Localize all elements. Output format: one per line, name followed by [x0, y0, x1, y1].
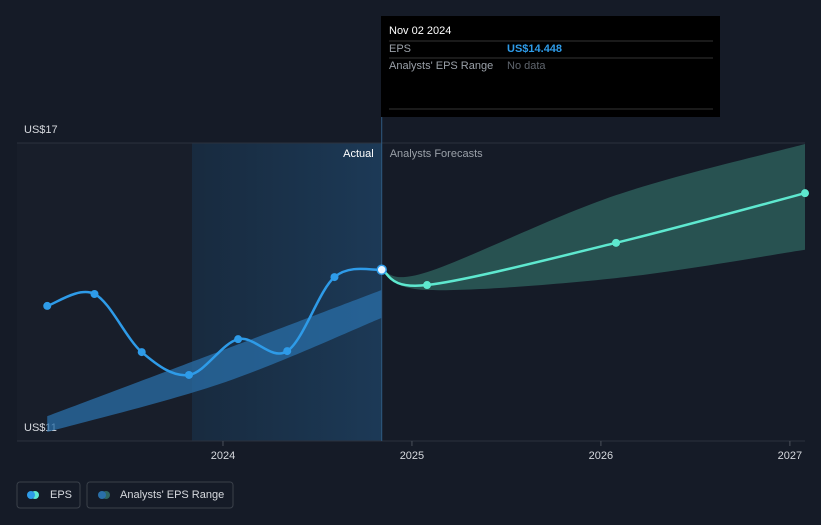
eps-forecast-line [381, 191, 806, 288]
y-tick-label: US$17 [24, 124, 58, 136]
x-tick-label: 2025 [400, 450, 424, 462]
eps-point [43, 301, 52, 310]
forecast-point [801, 189, 809, 198]
annotation: Actual [343, 148, 374, 160]
tooltip-label: EPS [389, 43, 411, 55]
eps-point [184, 370, 193, 379]
x-tick-label: 2026 [589, 450, 613, 462]
tooltip-value: No data [507, 60, 546, 72]
legend-box[interactable] [16, 481, 81, 509]
legend-box[interactable] [86, 481, 234, 509]
legend-swatch [98, 491, 106, 499]
eps-point [376, 264, 387, 275]
eps-point [330, 273, 339, 282]
forecast-point [612, 238, 621, 247]
tooltip-label: Analysts' EPS Range [389, 60, 493, 72]
legend-swatch [27, 491, 35, 499]
eps-point [283, 347, 292, 356]
eps-range-band [381, 143, 805, 291]
tooltip-value: US$14.448 [507, 43, 562, 55]
eps-line [46, 267, 382, 377]
eps-point [137, 348, 146, 357]
legend-label: EPS [50, 489, 72, 501]
annotation: Analysts Forecasts [390, 148, 483, 160]
x-tick-label: 2024 [211, 450, 235, 462]
x-tick-label: 2027 [778, 450, 802, 462]
forecast-point [423, 281, 432, 290]
tooltip-date: Nov 02 2024 [389, 25, 451, 37]
actual-highlight [192, 143, 382, 441]
eps-range-band [47, 290, 382, 433]
eps-point [90, 289, 99, 298]
legend-label: Analysts' EPS Range [120, 489, 224, 501]
eps-point [234, 335, 243, 344]
tooltip-box [381, 16, 720, 117]
